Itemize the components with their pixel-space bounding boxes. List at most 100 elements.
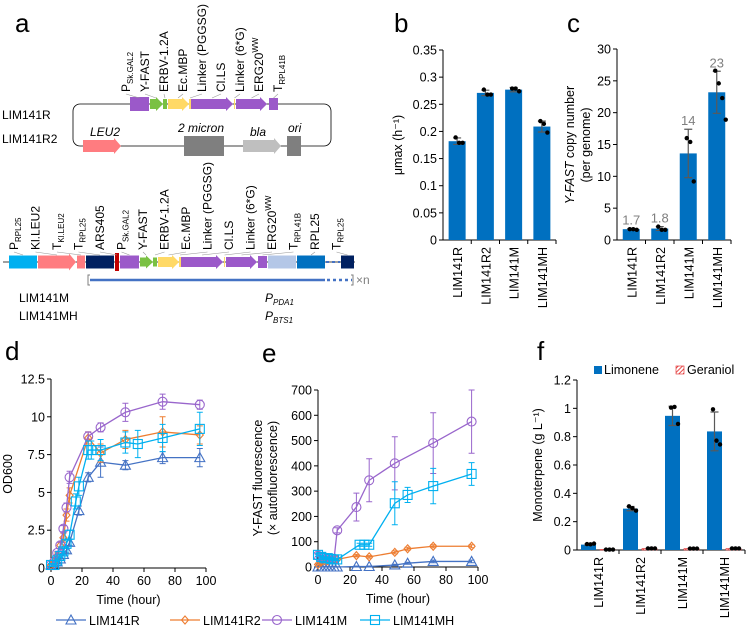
plasmid-label: ERG20WW bbox=[251, 37, 266, 92]
linear-label: Ec.MBP bbox=[179, 207, 193, 250]
panel-label-c: c bbox=[567, 8, 580, 38]
linear-label-main: RPL25 bbox=[308, 213, 322, 250]
y-tick-label: 500 bbox=[291, 434, 312, 448]
strain-label: LIM141R bbox=[2, 108, 51, 122]
legend-swatch-geraniol bbox=[675, 365, 685, 375]
marker-square bbox=[369, 614, 381, 626]
x-tick-label: 60 bbox=[137, 574, 151, 588]
linear-label: Y-FAST bbox=[136, 208, 150, 250]
y-tick-label: 100 bbox=[291, 535, 312, 549]
p-rpl25-block bbox=[9, 255, 37, 269]
data-point bbox=[687, 546, 693, 551]
bracket-left bbox=[87, 274, 90, 286]
data-point bbox=[541, 121, 547, 127]
marker-square bbox=[73, 481, 84, 492]
data-label: 14 bbox=[681, 113, 695, 128]
marker-diamond bbox=[364, 552, 374, 562]
data-point bbox=[633, 508, 639, 513]
marker-square bbox=[70, 496, 81, 507]
panel-label-d: d bbox=[5, 336, 19, 366]
data-label: 1.7 bbox=[622, 213, 640, 228]
panel-label-b: b bbox=[394, 8, 408, 38]
x-tick-label: LIM141R2 bbox=[654, 247, 668, 305]
data-point bbox=[691, 546, 696, 551]
marker-circle bbox=[55, 540, 66, 551]
data-point bbox=[627, 226, 632, 232]
x-tick-label: 40 bbox=[375, 573, 389, 587]
linear-label-subscript: RPL25 bbox=[79, 218, 88, 243]
y-tick-label: 0.1 bbox=[420, 179, 437, 193]
linear-label-subscript: RPL25 bbox=[14, 217, 23, 242]
data-point bbox=[538, 118, 543, 124]
data-point bbox=[733, 546, 738, 551]
y-tick-label: 12.5 bbox=[21, 373, 45, 387]
erg20-arrow bbox=[226, 255, 257, 269]
linear-label: Linker (PGGSG) bbox=[201, 162, 215, 250]
y-tick-label: 0 bbox=[604, 234, 611, 248]
plasmid-label-main: Y-FAST bbox=[138, 50, 152, 92]
error-bar bbox=[391, 481, 398, 526]
data-point bbox=[516, 89, 522, 94]
clls-arrow bbox=[181, 255, 223, 269]
data-point bbox=[659, 227, 664, 233]
y-tick-label: 400 bbox=[291, 459, 312, 473]
plasmid-feature-label: ori bbox=[288, 121, 302, 135]
kl-leu2-arrow bbox=[38, 253, 76, 271]
panel-label-f: f bbox=[537, 336, 545, 366]
data-point bbox=[713, 68, 718, 73]
x-tick-label: LIM141MH bbox=[711, 247, 725, 308]
bar-limonene bbox=[707, 431, 722, 550]
x-tick-label: LIM141MH bbox=[718, 557, 732, 618]
series-LIM141R bbox=[45, 446, 206, 570]
panel-label-a: a bbox=[15, 8, 30, 38]
data-point bbox=[714, 438, 719, 443]
plasmid-label-main: Linker (6*G) bbox=[233, 27, 247, 92]
data-point bbox=[481, 87, 487, 92]
yfast-arrow bbox=[140, 255, 153, 269]
y-axis-title: Monoterpene (g L⁻¹) bbox=[531, 408, 545, 522]
data-point bbox=[456, 140, 462, 146]
data-point bbox=[513, 86, 518, 91]
marker-square bbox=[58, 546, 69, 557]
marker-square bbox=[466, 468, 477, 479]
y-axis-title-line2: (per genome) bbox=[579, 107, 593, 182]
y-tick-label: 0 bbox=[305, 561, 312, 575]
bar-y-fast-copy-number bbox=[708, 92, 726, 240]
legend-label: LIM141R2 bbox=[203, 614, 261, 628]
x-tick-label: 100 bbox=[196, 574, 217, 588]
linear-label: Linker (6*G) bbox=[244, 185, 258, 250]
data-point bbox=[545, 130, 550, 135]
y-tick-label: 0.15 bbox=[413, 152, 437, 166]
x-axis-title: Time (hour) bbox=[366, 592, 430, 606]
linear-label-main: P bbox=[115, 242, 129, 250]
label-leader-line bbox=[273, 93, 279, 99]
label-leader-line bbox=[35, 251, 58, 256]
error-bar bbox=[63, 540, 70, 548]
linear-label: ERG20WW bbox=[264, 195, 279, 250]
marker-circle bbox=[332, 525, 343, 536]
linear-label-superscript: WW bbox=[264, 195, 273, 211]
y-tick-label: 15 bbox=[597, 138, 611, 152]
chart-d: 0 2.5 5 7.5 10 12.5 0 20 40 60 80 100 Time (hour) OD6… bbox=[1, 373, 216, 608]
label-leader-line bbox=[13, 251, 24, 256]
marker-triangle bbox=[427, 555, 440, 566]
error-bar bbox=[97, 438, 104, 462]
ori-block bbox=[287, 136, 301, 156]
legend-label-geraniol: Geraniol bbox=[687, 363, 734, 377]
marker-circle bbox=[271, 614, 283, 626]
y-tick-label: 0.25 bbox=[413, 98, 437, 112]
data-point bbox=[591, 541, 597, 546]
marker-circle bbox=[157, 396, 168, 407]
plasmid-feature-label: LEU2 bbox=[90, 125, 120, 139]
x-tick-label: LIM141MH bbox=[536, 247, 550, 308]
data-point bbox=[691, 179, 696, 184]
linear-label-main: ERBV-1.2A bbox=[158, 189, 172, 250]
x-tick-label: 0 bbox=[315, 573, 322, 587]
x-tick-label: LIM141R2 bbox=[634, 557, 648, 615]
ecmbp-arrow bbox=[158, 255, 179, 269]
error-bar bbox=[134, 429, 141, 459]
marker-triangle bbox=[465, 555, 478, 566]
marker-circle bbox=[194, 399, 205, 410]
marker-triangle bbox=[388, 558, 401, 570]
error-bar bbox=[334, 557, 341, 562]
